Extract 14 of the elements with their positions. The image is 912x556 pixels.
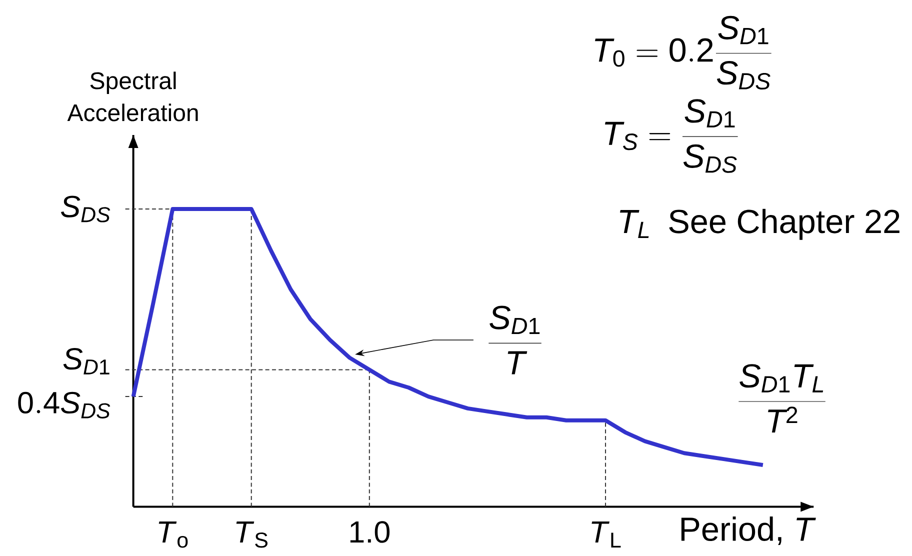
x-tick-label: T$_{L}$ [592,521,621,548]
annotation: $T_L\enspace\mbox{See Chapter 22}$ [620,208,900,240]
x-axis-title: Period, T [681,516,816,545]
ref-line-label: $S_{DS}$ [60,196,110,222]
annotation: $\frac{S_{D1}T_L}{T^2}$ [738,364,826,433]
y-axis-title: Spectral Acceleration [67,72,198,122]
ref-line-label: $S_{D1}$ [63,348,110,374]
x-tick-label: T$_{S}$ [236,521,268,548]
ref-line-label: $0.4S_{DS}$ [18,392,110,418]
text: $T_S = \frac{S_{D1}}{S_{DS}}$ [604,99,738,173]
x-tick-label: T$_{o}$ [158,521,188,548]
annotation: $\frac{S_{D1}}{T}$ [488,306,542,374]
x-tick-label: 1.0 [350,521,390,543]
text: $T_0 = 0.2\frac{S_{D1}}{S_{DS}}$ [594,16,772,90]
